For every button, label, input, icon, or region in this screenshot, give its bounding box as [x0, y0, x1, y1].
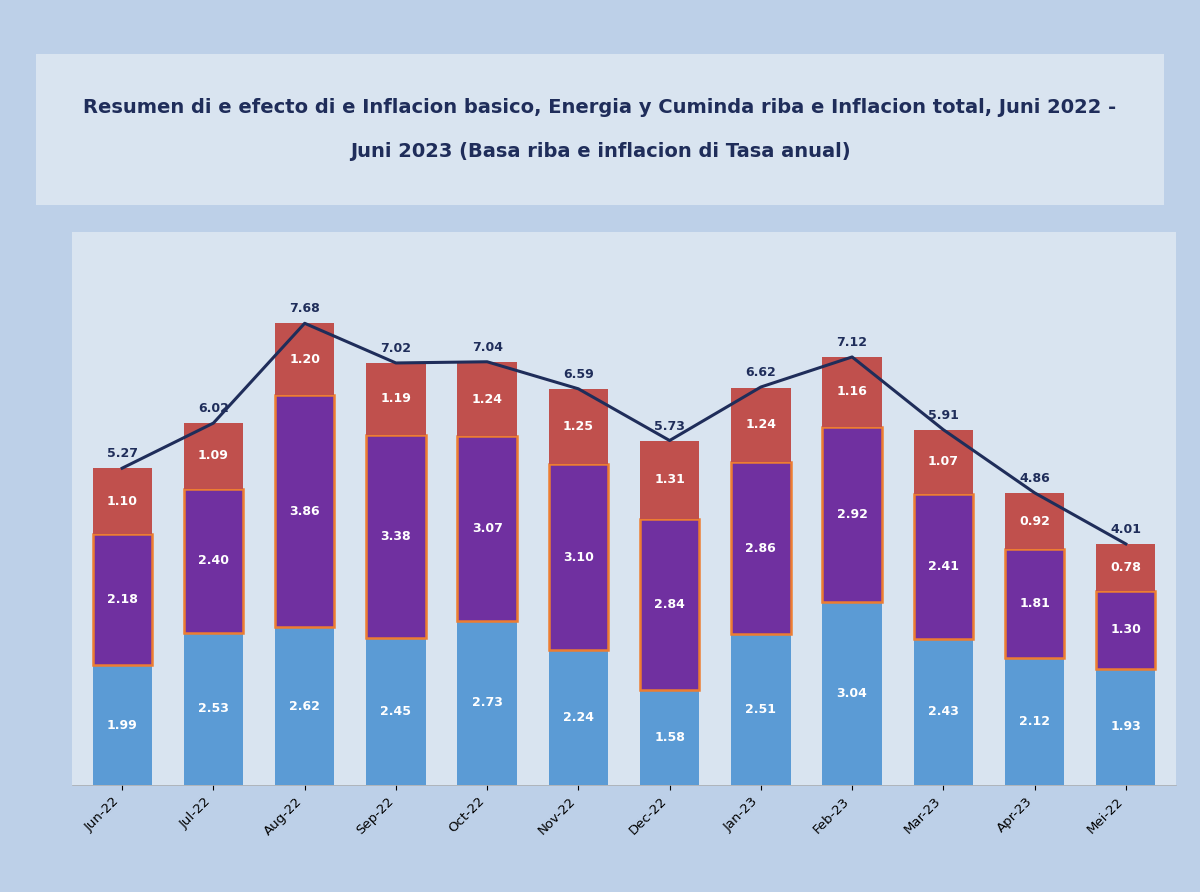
Bar	[92, 468, 152, 534]
Text: 1.81: 1.81	[1019, 597, 1050, 609]
Text: 7.68: 7.68	[289, 302, 320, 316]
Bar	[184, 489, 244, 633]
Bar	[913, 494, 973, 639]
Text: 2.92: 2.92	[836, 508, 868, 521]
Text: 6.59: 6.59	[563, 368, 594, 381]
Bar	[275, 627, 335, 785]
Text: 2.84: 2.84	[654, 599, 685, 611]
Bar	[1004, 549, 1064, 657]
Text: 1.10: 1.10	[107, 495, 138, 508]
Bar	[731, 388, 791, 462]
Text: 1.19: 1.19	[380, 392, 412, 405]
Bar	[457, 362, 517, 436]
Bar	[822, 602, 882, 785]
Text: 2.51: 2.51	[745, 703, 776, 716]
Text: 7.04: 7.04	[472, 341, 503, 354]
Text: Juni 2023 (Basa riba e inflacion di Tasa anual): Juni 2023 (Basa riba e inflacion di Tasa…	[349, 142, 851, 161]
Bar	[640, 441, 700, 519]
Bar	[913, 430, 973, 494]
Text: Resumen di e efecto di e Inflacion basico, Energia y Cuminda riba e Inflacion to: Resumen di e efecto di e Inflacion basic…	[84, 97, 1116, 117]
Bar	[1096, 591, 1156, 669]
Text: 2.18: 2.18	[107, 593, 138, 607]
Text: 2.62: 2.62	[289, 699, 320, 713]
Bar	[731, 462, 791, 634]
Text: 5.73: 5.73	[654, 420, 685, 433]
Text: 6.02: 6.02	[198, 402, 229, 416]
Bar	[1096, 669, 1156, 785]
Text: 3.04: 3.04	[836, 687, 868, 700]
Text: 1.30: 1.30	[1110, 624, 1141, 636]
Bar	[184, 633, 244, 785]
Text: 1.58: 1.58	[654, 731, 685, 744]
Text: 0.78: 0.78	[1110, 561, 1141, 574]
Bar	[548, 389, 608, 464]
Text: 2.40: 2.40	[198, 554, 229, 567]
Bar	[1004, 493, 1064, 549]
Text: 2.53: 2.53	[198, 702, 229, 715]
Text: 3.10: 3.10	[563, 550, 594, 564]
Text: 3.07: 3.07	[472, 522, 503, 535]
Bar	[366, 434, 426, 638]
Text: 2.73: 2.73	[472, 697, 503, 709]
Bar	[92, 534, 152, 665]
Bar	[548, 650, 608, 785]
Text: 1.99: 1.99	[107, 719, 138, 731]
Bar	[184, 423, 244, 489]
Text: 7.12: 7.12	[836, 336, 868, 349]
Bar	[640, 690, 700, 785]
Bar	[822, 357, 882, 426]
Bar	[457, 621, 517, 785]
Bar	[548, 464, 608, 650]
Text: 2.45: 2.45	[380, 705, 412, 718]
Text: 1.07: 1.07	[928, 455, 959, 468]
Text: 4.86: 4.86	[1019, 472, 1050, 485]
Bar	[275, 323, 335, 395]
Text: 1.24: 1.24	[745, 418, 776, 432]
Bar	[366, 363, 426, 434]
Bar	[457, 436, 517, 621]
Text: 1.25: 1.25	[563, 420, 594, 433]
Bar	[913, 639, 973, 785]
Text: 2.43: 2.43	[928, 706, 959, 718]
Text: 2.86: 2.86	[745, 541, 776, 555]
Text: 2.12: 2.12	[1019, 714, 1050, 728]
Text: 2.24: 2.24	[563, 711, 594, 724]
Text: 1.20: 1.20	[289, 353, 320, 366]
Text: 2.41: 2.41	[928, 560, 959, 573]
Text: 4.01: 4.01	[1110, 523, 1141, 536]
Bar	[92, 665, 152, 785]
Text: 1.16: 1.16	[836, 385, 868, 399]
Bar	[822, 426, 882, 602]
Bar	[366, 638, 426, 785]
Bar	[640, 519, 700, 690]
Text: 3.38: 3.38	[380, 530, 412, 542]
Text: 1.93: 1.93	[1110, 721, 1141, 733]
Text: 1.24: 1.24	[472, 392, 503, 406]
Text: 5.27: 5.27	[107, 448, 138, 460]
Bar	[1004, 657, 1064, 785]
Text: 1.31: 1.31	[654, 474, 685, 486]
Text: 0.92: 0.92	[1019, 515, 1050, 527]
Text: 3.86: 3.86	[289, 505, 320, 518]
Text: 7.02: 7.02	[380, 343, 412, 355]
Text: 5.91: 5.91	[928, 409, 959, 422]
Bar	[275, 395, 335, 627]
Text: 6.62: 6.62	[745, 367, 776, 379]
Text: 1.09: 1.09	[198, 450, 229, 462]
Bar	[731, 634, 791, 785]
Bar	[1096, 544, 1156, 591]
